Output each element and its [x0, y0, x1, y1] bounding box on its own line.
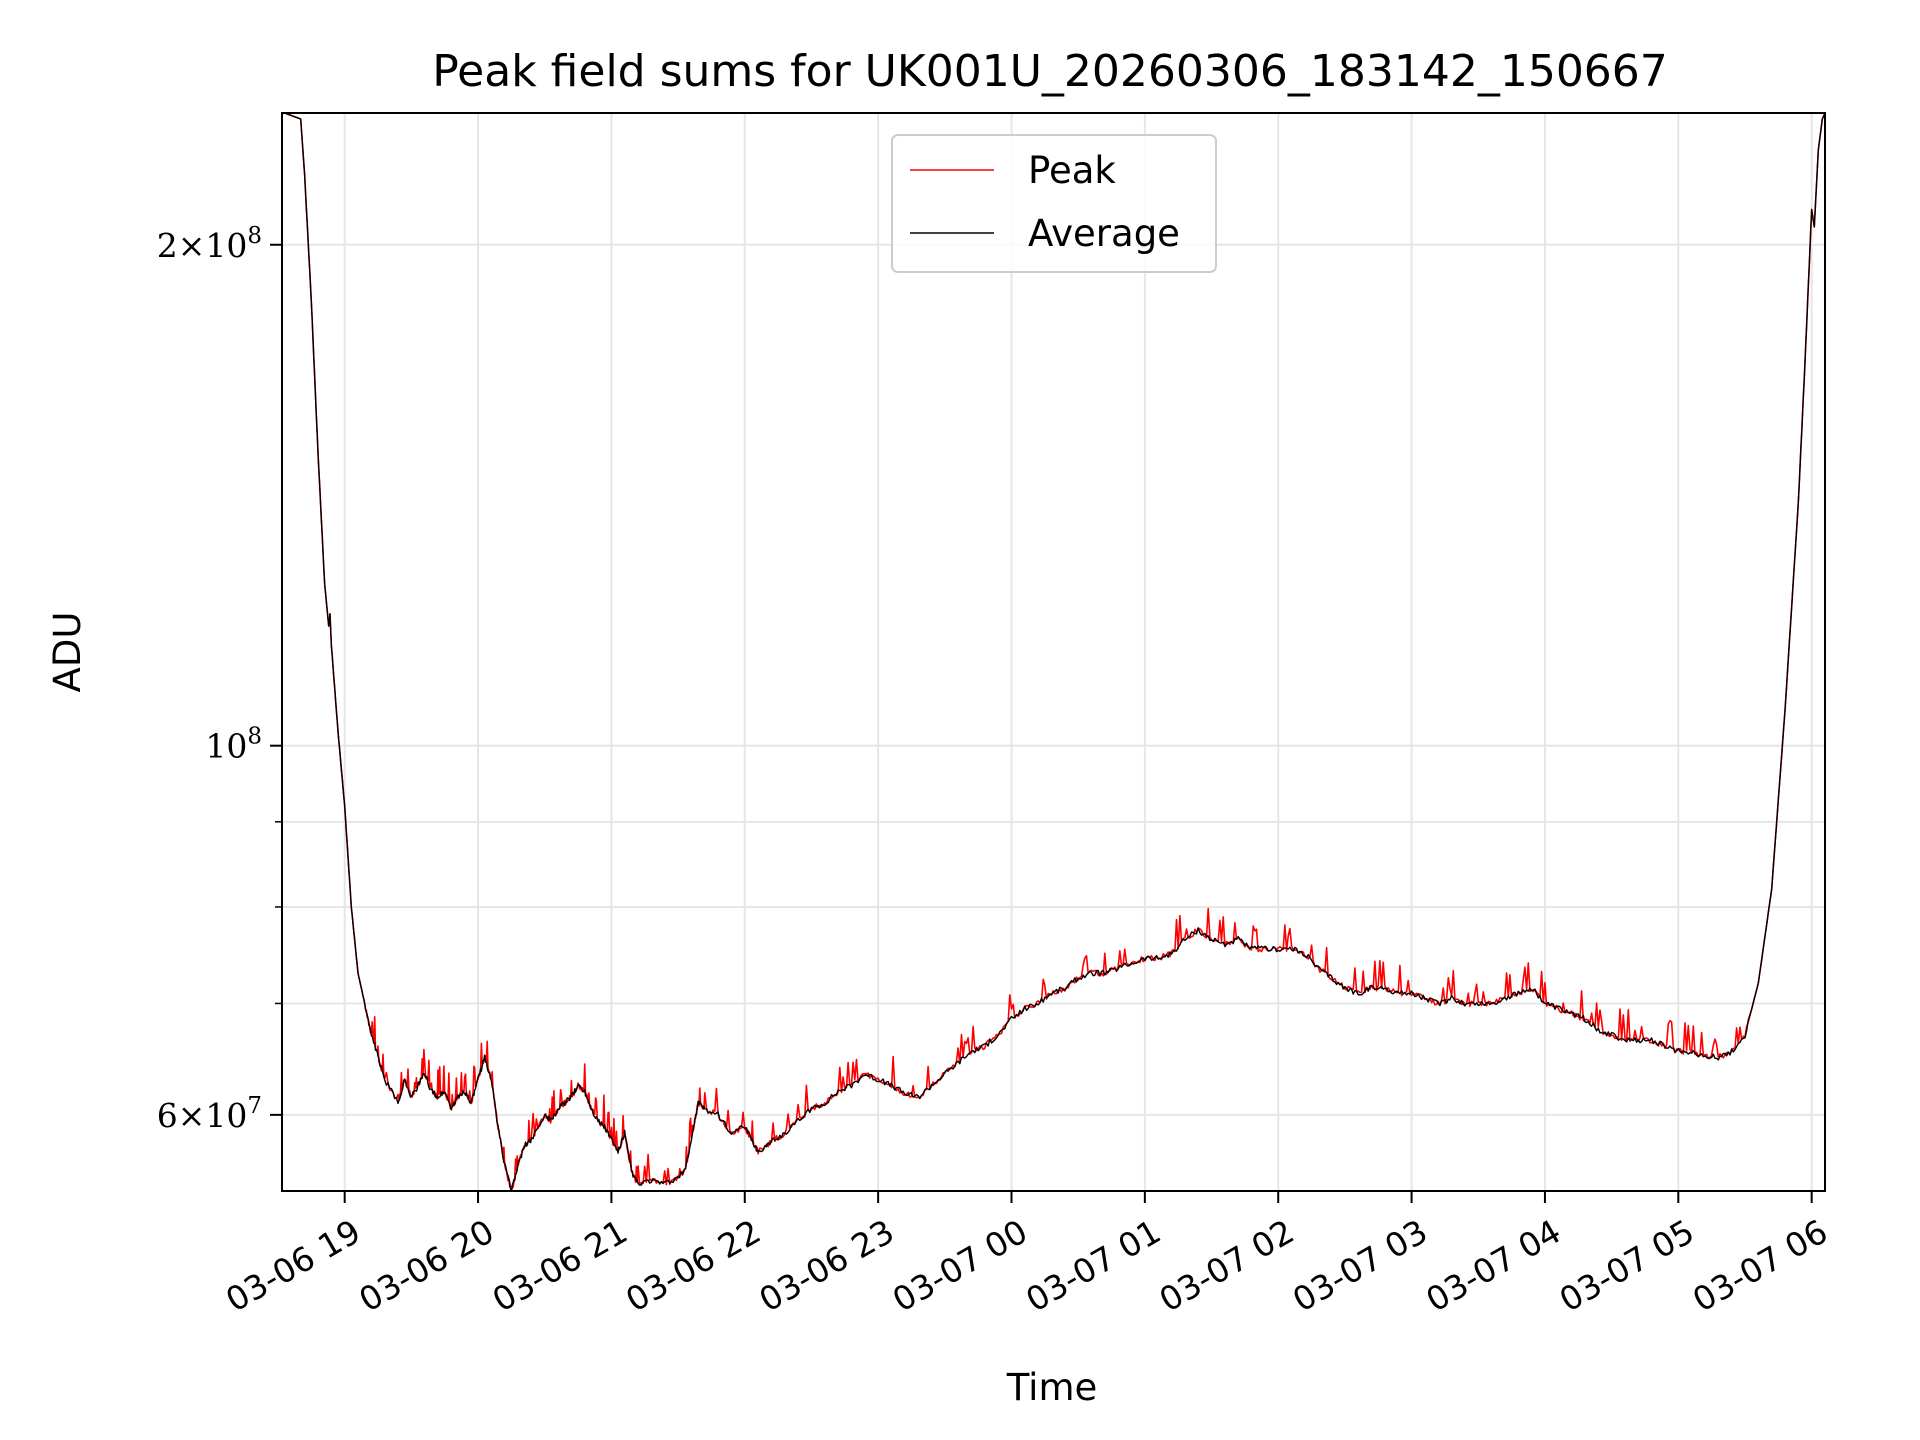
y-tick-base: 6×10 [157, 1096, 248, 1135]
series-layer [284, 113, 1825, 1191]
y-axis-label: ADU [46, 612, 89, 693]
legend: Peak Average [891, 134, 1217, 273]
y-tick-label: 2×108 [157, 223, 262, 265]
y-tick-base: 10 [205, 727, 247, 766]
chart-title: Peak field sums for UK001U_20260306_1831… [432, 46, 1668, 97]
x-axis-label: Time [1006, 1366, 1098, 1409]
y-tick-base: 2×10 [157, 226, 248, 265]
y-tick-exponent: 8 [247, 223, 262, 249]
y-tick-exponent: 7 [247, 1093, 262, 1119]
legend-peak-label: Peak [1028, 149, 1116, 192]
series-line-average [284, 113, 1825, 1191]
plot-frame [281, 112, 1826, 1192]
y-tick-exponent: 8 [247, 724, 262, 750]
legend-average-label: Average [1028, 212, 1180, 255]
y-tick-label: 108 [205, 724, 262, 766]
y-tick-label: 6×107 [157, 1093, 262, 1135]
